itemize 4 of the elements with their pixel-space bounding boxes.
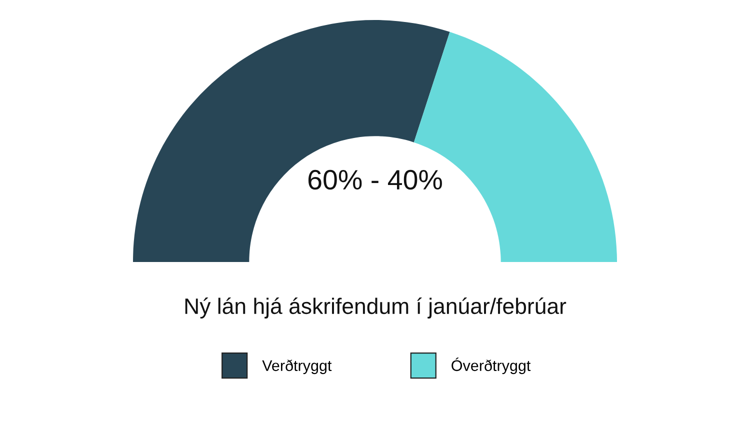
text: 60% - 40% (308, 170, 442, 190)
legend-label: Óverðtryggt (452, 358, 531, 374)
text: Ný lán hjá áskrifendum í janúar/febrúar (185, 297, 566, 318)
legend-label: Verðtryggt (262, 360, 332, 374)
